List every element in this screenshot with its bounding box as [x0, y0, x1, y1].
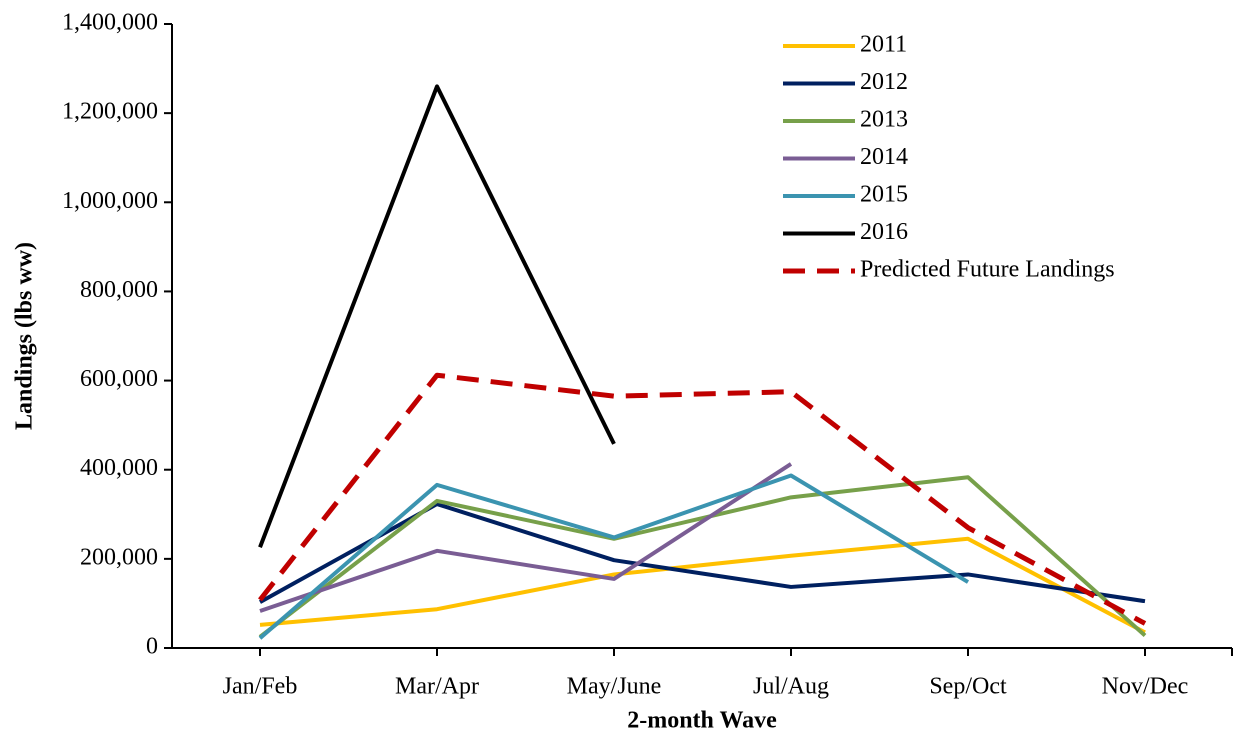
- x-tick-label: Sep/Oct: [929, 674, 1007, 700]
- x-tick-label: May/June: [567, 674, 662, 700]
- x-tick-label: Jan/Feb: [223, 674, 298, 700]
- y-tick-label: 400,000: [80, 455, 158, 481]
- legend-label: 2011: [860, 32, 907, 58]
- y-tick-label: 600,000: [80, 366, 158, 392]
- legend-label: 2012: [860, 69, 908, 95]
- series-line: [258, 84, 616, 548]
- y-axis-title: Landings (lbs ww): [12, 242, 38, 430]
- y-tick-label: 800,000: [80, 277, 158, 303]
- y-tick-label: 0: [146, 634, 158, 660]
- legend-label: 2013: [860, 107, 908, 133]
- series-line: [259, 502, 1146, 604]
- series-line: [258, 473, 970, 640]
- x-tick-label: Mar/Apr: [395, 674, 479, 700]
- series-line: [259, 462, 793, 613]
- series-line: [259, 536, 1146, 635]
- y-tick-label: 1,000,000: [62, 188, 158, 214]
- x-tick-label: Nov/Dec: [1102, 674, 1189, 700]
- x-tick-label: Jul/Aug: [753, 674, 829, 700]
- x-axis-title: 2-month Wave: [627, 708, 777, 734]
- legend-label: Predicted Future Landings: [860, 257, 1115, 283]
- legend-label: 2015: [860, 182, 908, 208]
- y-tick-label: 1,200,000: [62, 99, 158, 125]
- y-tick-label: 1,400,000: [62, 10, 158, 36]
- legend-label: 2014: [860, 144, 908, 170]
- series-line: [258, 372, 1147, 626]
- series-line: [258, 475, 1147, 639]
- legend-label: 2016: [860, 219, 908, 245]
- y-tick-label: 200,000: [80, 544, 158, 570]
